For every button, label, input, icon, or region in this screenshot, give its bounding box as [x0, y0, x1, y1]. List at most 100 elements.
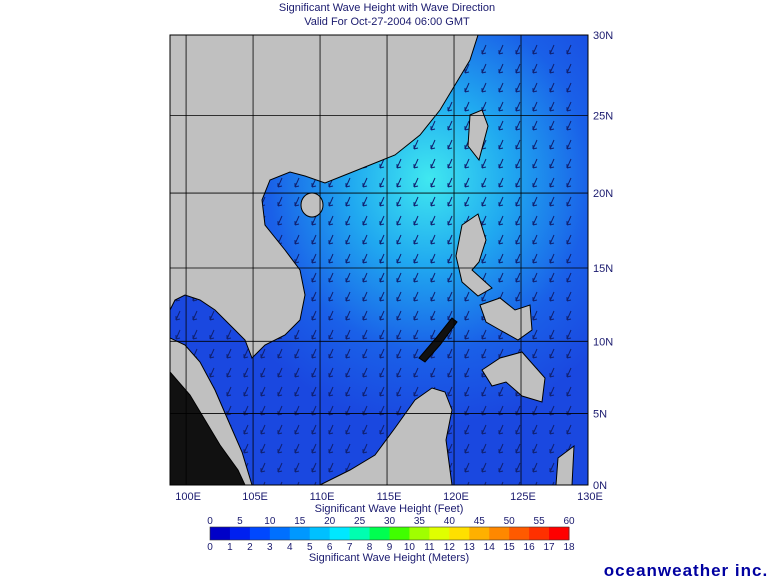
arrow	[498, 177, 504, 188]
arrow	[345, 386, 351, 397]
arrow	[549, 44, 555, 55]
arrow	[345, 196, 351, 207]
arrow	[226, 386, 232, 397]
colorbar-segment	[329, 527, 351, 540]
feet-tick-label: 0	[207, 516, 213, 527]
arrow	[362, 310, 368, 321]
arrow	[498, 63, 504, 74]
arrow	[379, 329, 385, 340]
arrow	[566, 291, 572, 302]
arrow	[549, 253, 555, 264]
arrow	[430, 215, 436, 226]
arrow	[532, 158, 538, 169]
arrow	[464, 158, 470, 169]
arrow	[362, 386, 368, 397]
visayas	[479, 297, 533, 341]
arrow	[481, 82, 487, 93]
arrow	[532, 272, 538, 283]
arrow	[532, 443, 538, 454]
lon-label: 105E	[242, 491, 268, 503]
meters-tick-label: 12	[444, 542, 456, 553]
colorbar-segment	[429, 527, 450, 540]
arrow	[566, 386, 572, 397]
arrow	[481, 158, 487, 169]
arrow	[464, 462, 470, 473]
arrow	[549, 139, 555, 150]
lon-label: 110E	[310, 491, 335, 503]
arrow	[566, 139, 572, 150]
arrow	[532, 139, 538, 150]
arrow	[549, 177, 555, 188]
arrow	[413, 291, 419, 302]
subtitle: Valid For Oct-27-2004 06:00 GMT	[304, 16, 470, 28]
arrow	[362, 215, 368, 226]
arrow	[566, 82, 572, 93]
arrow	[430, 158, 436, 169]
map-frame	[169, 34, 589, 486]
arrow	[498, 215, 504, 226]
arrow	[549, 443, 555, 454]
feet-tick-label: 55	[534, 516, 546, 527]
arrow	[430, 177, 436, 188]
meters-tick-label: 9	[387, 542, 393, 553]
arrow	[226, 348, 232, 359]
arrow	[362, 272, 368, 283]
feet-tick-label: 25	[354, 516, 366, 527]
arrow	[549, 367, 555, 378]
arrow	[430, 196, 436, 207]
colorbar-segment	[309, 527, 331, 540]
arrow	[263, 481, 266, 485]
lat-label: 10N	[593, 336, 613, 348]
arrow	[498, 44, 504, 55]
arrow	[396, 158, 402, 169]
arrow	[566, 310, 572, 321]
arrow	[243, 443, 249, 454]
arrow	[294, 196, 300, 207]
arrow	[413, 234, 419, 245]
arrow	[566, 63, 572, 74]
arrow	[328, 272, 334, 283]
arrow	[175, 310, 181, 321]
arrow	[379, 215, 385, 226]
arrow	[209, 367, 215, 378]
arrow	[328, 329, 334, 340]
arrow	[447, 234, 453, 245]
arrow	[379, 310, 385, 321]
arrow	[277, 386, 283, 397]
meters-tick-label: 8	[367, 542, 373, 553]
arrow	[413, 329, 419, 340]
arrow	[549, 63, 555, 74]
arrow	[379, 196, 385, 207]
colorbar-segment	[509, 527, 530, 540]
lat-label: 20N	[593, 188, 613, 200]
arrow	[362, 177, 368, 188]
colorbar-segment	[409, 527, 430, 540]
arrow	[260, 348, 266, 359]
arrow	[243, 348, 249, 359]
arrow	[515, 253, 521, 264]
arrow	[396, 386, 402, 397]
arrow	[328, 291, 334, 302]
arrow	[481, 215, 487, 226]
arrow	[515, 462, 521, 473]
colorbar-segment	[489, 527, 510, 540]
arrow	[379, 253, 385, 264]
arrow	[396, 329, 402, 340]
mindanao	[481, 351, 546, 403]
arrow	[518, 481, 521, 485]
arrow	[328, 234, 334, 245]
arrow	[379, 272, 385, 283]
arrow	[447, 348, 453, 359]
arrow	[515, 139, 521, 150]
arrow	[311, 215, 317, 226]
arrow	[345, 234, 351, 245]
meters-tick-label: 17	[543, 542, 555, 553]
arrow	[447, 196, 453, 207]
arrow	[396, 215, 402, 226]
arrow	[328, 424, 334, 435]
arrow	[535, 481, 538, 485]
arrow	[260, 424, 266, 435]
arrow	[379, 177, 385, 188]
arrow	[175, 329, 181, 340]
arrow	[294, 462, 300, 473]
